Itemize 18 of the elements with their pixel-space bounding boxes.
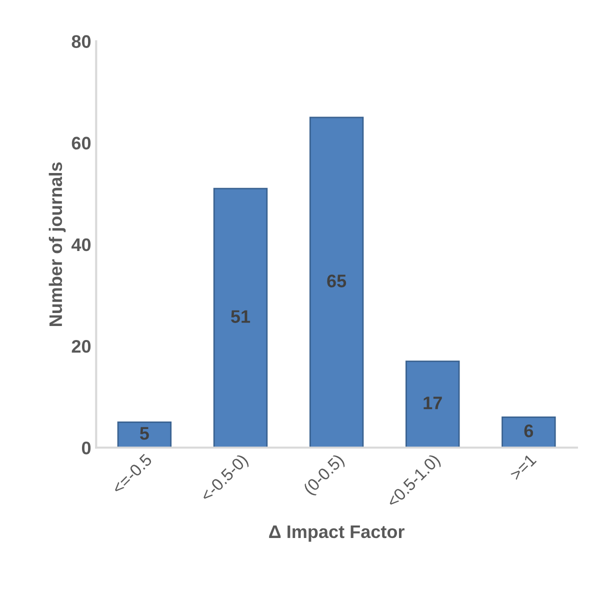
y-tick-label: 0 [82, 442, 91, 454]
bar [406, 360, 460, 448]
x-tick-label: >=1 [509, 454, 537, 481]
y-tick-label: 80 [72, 35, 91, 48]
bar [502, 416, 556, 448]
x-axis-title: Δ Impact Factor [269, 526, 404, 542]
bar [213, 188, 268, 448]
y-tick-label: 20 [72, 340, 91, 353]
y-tick-label: 60 [72, 136, 91, 150]
data-label: 6 [524, 424, 534, 438]
data-label: 17 [424, 396, 442, 410]
bar [309, 116, 364, 448]
y-tick-label: 40 [71, 238, 91, 252]
bar [117, 422, 172, 448]
data-label: 65 [327, 274, 346, 288]
data-label: 5 [140, 427, 149, 440]
data-label: 51 [231, 310, 250, 323]
y-axis-title: Number of journals [48, 162, 66, 326]
